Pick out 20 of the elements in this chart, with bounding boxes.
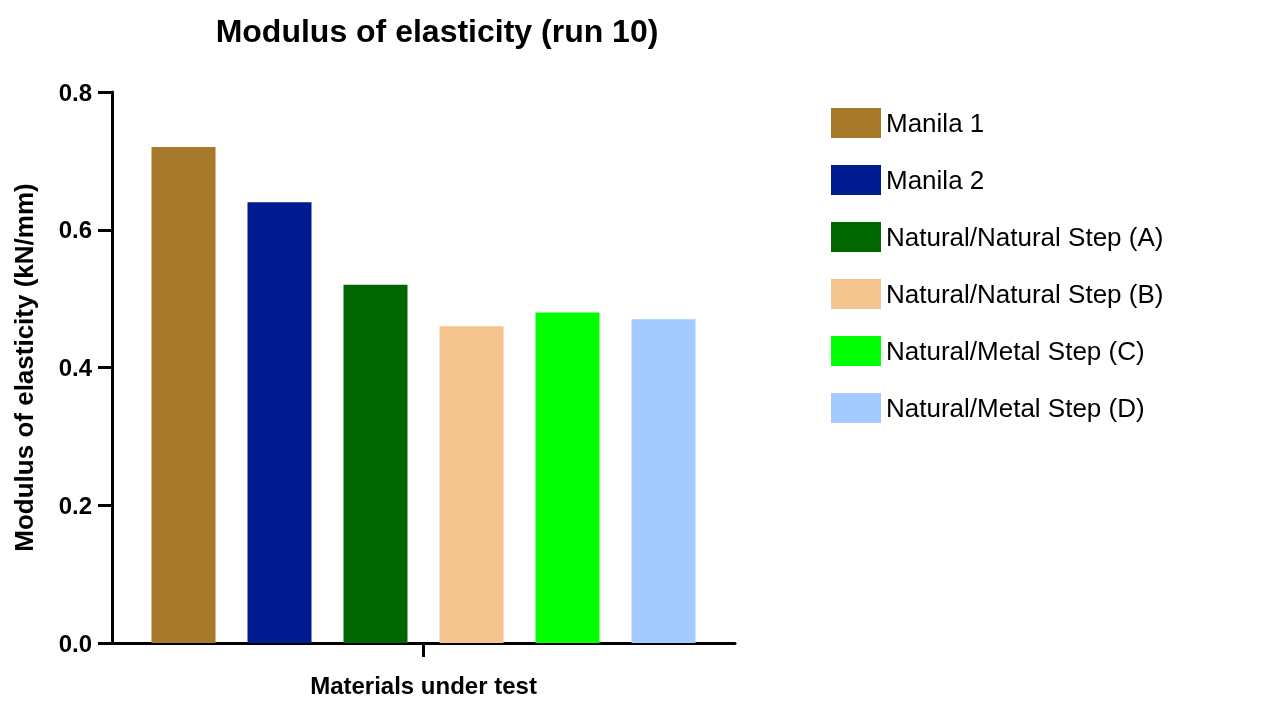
bar: [151, 147, 216, 643]
bar: [631, 319, 696, 643]
legend-label: Natural/Metal Step (D): [886, 393, 1145, 423]
bar: [439, 326, 504, 643]
y-axis-title: Modulus of elasticity (kN/mm): [9, 183, 39, 552]
chart-title: Modulus of elasticity (run 10): [215, 13, 659, 49]
y-tick-label: 0.8: [58, 78, 92, 106]
y-tick-label: 0.0: [58, 629, 92, 657]
legend-label: Natural/Metal Step (C): [886, 336, 1145, 366]
y-tick-label: 0.6: [58, 216, 92, 244]
legend-label: Manila 1: [886, 108, 985, 138]
legend-label: Manila 2: [886, 165, 985, 195]
bar: [343, 284, 408, 643]
y-tick-label: 0.2: [58, 491, 92, 519]
legend-label: Natural/Natural Step (B): [886, 279, 1164, 309]
bar: [535, 312, 600, 643]
bar: [247, 202, 312, 643]
legend-label: Natural/Natural Step (A): [886, 222, 1164, 252]
x-axis-title: Materials under test: [310, 671, 537, 699]
y-tick-label: 0.4: [58, 354, 93, 381]
